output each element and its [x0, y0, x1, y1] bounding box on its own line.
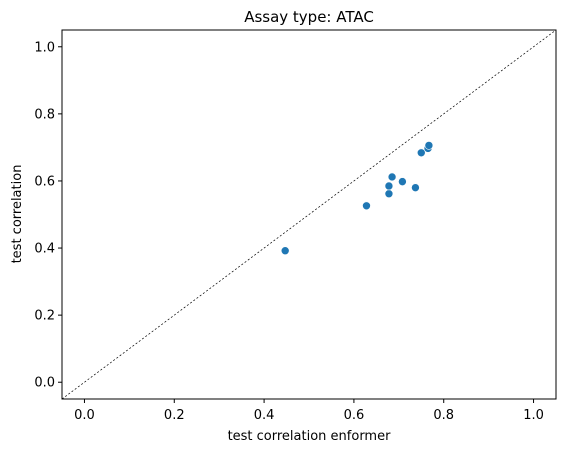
data-point-3 — [385, 190, 393, 198]
data-point-4 — [385, 182, 393, 190]
y-tick-label: 0.6 — [34, 174, 55, 189]
data-point-5 — [388, 173, 396, 181]
y-tick-label: 0.8 — [34, 107, 55, 122]
y-tick-label: 0.0 — [34, 376, 55, 391]
y-tick-label: 0.2 — [34, 309, 55, 324]
x-tick-label: 0.2 — [164, 408, 185, 423]
data-point-1 — [281, 247, 289, 255]
x-tick-label: 0.0 — [74, 408, 95, 423]
x-tick-label: 0.4 — [254, 408, 275, 423]
data-point-7 — [411, 184, 419, 192]
data-point-2 — [362, 202, 370, 210]
x-tick-label: 0.6 — [344, 408, 365, 423]
chart-title: Assay type: ATAC — [244, 8, 374, 26]
x-axis: 0.0 0.2 0.4 0.6 0.8 1.0 — [74, 399, 544, 423]
x-axis-label: test correlation enformer — [228, 429, 392, 444]
y-axis-label: test correlation — [10, 165, 25, 264]
data-point-6 — [398, 178, 406, 186]
x-tick-label: 1.0 — [523, 408, 544, 423]
data-point-10 — [425, 141, 433, 149]
x-tick-label: 0.8 — [433, 408, 454, 423]
y-axis: 0.0 0.2 0.4 0.6 0.8 1.0 — [34, 40, 62, 390]
y-tick-label: 1.0 — [34, 40, 55, 55]
y-tick-label: 0.4 — [34, 242, 55, 257]
